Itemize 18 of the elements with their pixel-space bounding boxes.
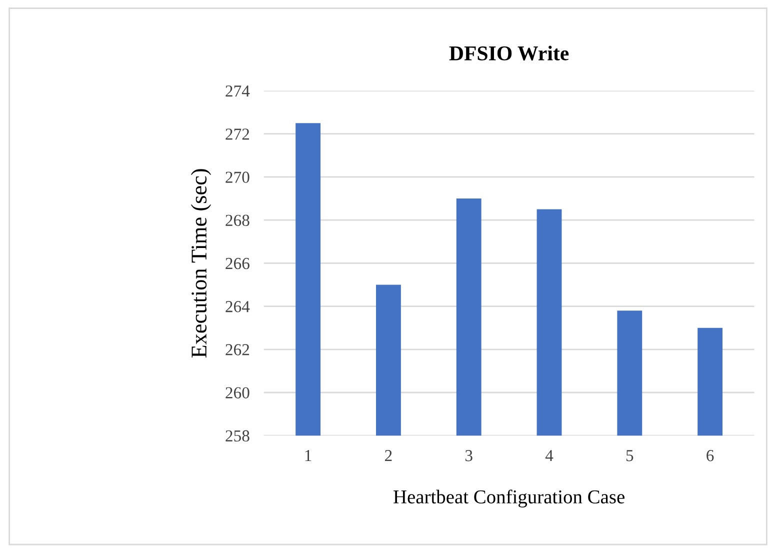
- x-tick-label: 6: [706, 450, 714, 462]
- y-tick-label: 270: [226, 172, 250, 183]
- y-tick-label: 266: [226, 258, 250, 270]
- y-axis-title: Execution Time (sec): [190, 169, 212, 358]
- x-tick-label: 2: [385, 450, 392, 462]
- x-tick-label: 1: [305, 450, 312, 462]
- y-tick-label: 264: [226, 301, 250, 312]
- y-tick-label: 274: [226, 85, 250, 97]
- x-tick-label: 3: [465, 450, 472, 462]
- chart-title: DFSIO Write: [449, 46, 569, 61]
- x-tick-label: 5: [626, 450, 634, 462]
- x-tick-label: 4: [545, 450, 554, 462]
- y-tick-label: 258: [226, 430, 250, 442]
- y-tick-label: 262: [226, 344, 250, 356]
- y-tick-label: 260: [226, 387, 250, 398]
- y-tick-label: 272: [226, 128, 250, 140]
- x-axis-title: Heartbeat Configuration Case: [394, 490, 624, 508]
- y-tick-label: 268: [226, 214, 250, 226]
